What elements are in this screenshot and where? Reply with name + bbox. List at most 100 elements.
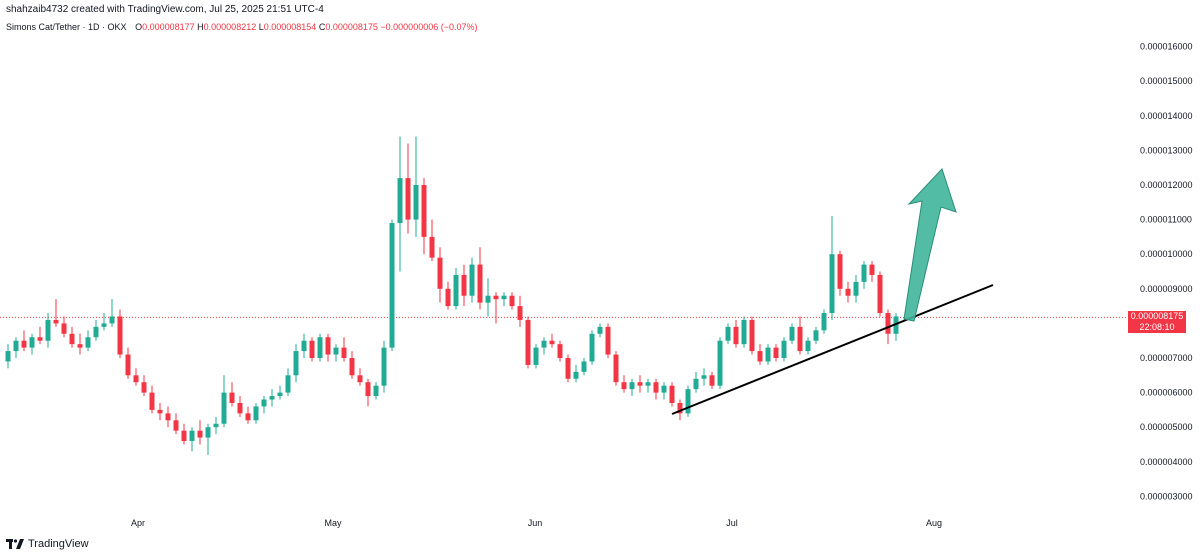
candle-up (893, 313, 899, 341)
candle-body (437, 257, 443, 289)
candle-up (629, 378, 635, 397)
candle-down (37, 326, 43, 345)
candle-up (301, 333, 307, 358)
candle-up (285, 368, 291, 397)
candle-body (829, 254, 835, 314)
candle-body (413, 185, 419, 220)
candle-down (445, 281, 451, 310)
candle-down (61, 316, 67, 338)
candle-body (461, 274, 467, 296)
candle-up (501, 292, 507, 307)
candle-down (669, 382, 675, 407)
candle-up (661, 382, 667, 400)
candle-up (597, 323, 603, 338)
y-tick-label: 0.000014000 (1140, 111, 1193, 121)
high-value: 0.000008212 (203, 22, 257, 32)
symbol-label[interactable]: Simons Cat/Tether · 1D · OKX (6, 22, 127, 32)
candle-body (389, 223, 395, 348)
candle-down (349, 351, 355, 379)
candle-down (77, 333, 83, 355)
candle-up (261, 396, 267, 414)
candle-down (733, 319, 739, 348)
candle-down (69, 326, 75, 348)
candle-body (837, 254, 843, 289)
candle-body (533, 347, 539, 365)
candle-body (101, 323, 107, 327)
candle-up (373, 382, 379, 400)
bar-countdown: 22:08:10 (1128, 322, 1186, 334)
y-tick-label: 0.000011000 (1140, 215, 1192, 225)
candle-up (101, 313, 107, 331)
candle-down (773, 344, 779, 362)
candle-up (813, 326, 819, 345)
candle-body (37, 337, 43, 341)
candle-up (213, 416, 219, 435)
candle-down (477, 247, 483, 310)
candle-body (741, 319, 747, 345)
candle-body (69, 333, 75, 345)
support-trendline (671, 284, 994, 415)
candle-body (237, 402, 243, 414)
candle-up (85, 330, 91, 352)
close-label: C (318, 22, 326, 32)
candle-down (517, 295, 523, 327)
candle-body (381, 347, 387, 386)
candle-body (109, 316, 115, 324)
candle-down (157, 402, 163, 421)
candle-down (653, 378, 659, 400)
candle-up (589, 330, 595, 365)
candle-down (797, 316, 803, 355)
candle-body (549, 340, 555, 345)
candle-down (421, 178, 427, 255)
tradingview-logo-text: TradingView (28, 538, 89, 550)
candle-down (141, 375, 147, 397)
candle-up (389, 219, 395, 352)
candle-body (557, 344, 563, 358)
candle-up (381, 340, 387, 393)
candle-body (677, 402, 683, 414)
y-tick-label: 0.000006000 (1140, 388, 1193, 398)
candle-body (277, 392, 283, 397)
tradingview-logo-icon (6, 539, 24, 549)
candle-body (21, 340, 27, 348)
candle-body (205, 427, 211, 438)
candle-down (837, 250, 843, 296)
candle-body (341, 347, 347, 358)
candle-up (277, 385, 283, 400)
bullish-arrow-drawing (903, 168, 957, 322)
candle-down (21, 330, 27, 352)
chart-created-by: shahzaib4732 created with TradingView.co… (6, 4, 324, 15)
candle-up (333, 344, 339, 362)
ohlc-legend: Simons Cat/Tether · 1D · OKX O0.00000817… (6, 22, 478, 32)
candle-body (605, 326, 611, 355)
candle-body (781, 340, 787, 358)
high-label: H (197, 22, 204, 32)
candle-up (829, 216, 835, 320)
candle-down (429, 219, 435, 262)
candle-body (661, 385, 667, 393)
candle-body (733, 326, 739, 345)
y-tick-label: 0.000009000 (1140, 284, 1193, 294)
candle-up (293, 344, 299, 383)
candle-body (365, 382, 371, 397)
candle-down (173, 413, 179, 435)
candle-down (637, 375, 643, 393)
candle-up (93, 319, 99, 341)
candle-body (149, 392, 155, 410)
candle-down (845, 281, 851, 303)
candle-down (149, 385, 155, 414)
y-tick-label: 0.000012000 (1140, 180, 1193, 190)
candle-up (253, 402, 259, 424)
candle-body (645, 382, 651, 386)
x-tick-label: Jul (726, 518, 738, 528)
candle-body (445, 288, 451, 307)
candle-body (245, 413, 251, 421)
candle-down (877, 271, 883, 317)
candle-body (613, 354, 619, 383)
candle-body (581, 361, 587, 372)
tradingview-logo[interactable]: TradingView (6, 538, 89, 550)
candle-body (77, 344, 83, 348)
candle-body (813, 330, 819, 341)
candle-body (501, 295, 507, 300)
